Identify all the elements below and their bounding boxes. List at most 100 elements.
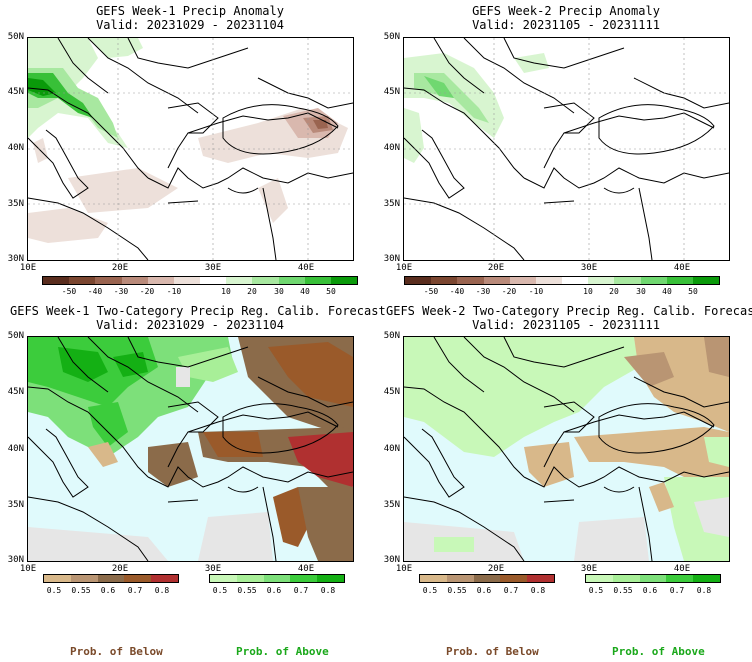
colorbar-label: 0.7	[503, 586, 519, 595]
lon-label: 10E	[19, 263, 37, 273]
lon-label: 40E	[297, 263, 315, 273]
colorbar-swatch	[457, 277, 484, 284]
colorbar-swatch	[95, 277, 122, 284]
colorbar-swatch	[210, 575, 237, 582]
panel-title: GEFS Week-1 Two-Category Precip Reg. Cal…	[10, 304, 386, 318]
prob-below-label: Prob. of Below	[446, 645, 539, 658]
lon-label: 20E	[111, 564, 129, 574]
lat-label: 45N	[7, 87, 24, 97]
lat-label: 35N	[383, 500, 400, 510]
panel-title: GEFS Week-2 Precip Anomaly	[472, 4, 660, 18]
colorbar-swatch	[151, 575, 178, 582]
panel-subtitle: Valid: 20231029 - 20231104	[96, 18, 284, 32]
colorbar-label: 0.7	[669, 586, 685, 595]
colorbar-label: 0.8	[320, 586, 336, 595]
lat-label: 40N	[7, 444, 24, 454]
prob-below-colorbar	[43, 574, 179, 583]
colorbar-swatch	[70, 575, 98, 582]
colorbar-label: 0.55	[447, 586, 467, 595]
prob-above-label: Prob. of Above	[236, 645, 329, 658]
lon-label: 40E	[297, 564, 315, 574]
colorbar-swatch	[562, 277, 589, 284]
lat-label: 50N	[383, 32, 400, 42]
colorbar-label: 50	[688, 287, 698, 296]
colorbar-label: -40	[449, 287, 465, 296]
colorbar-label: 0.55	[237, 586, 257, 595]
panel-subtitle: Valid: 20231105 - 20231111	[472, 18, 660, 32]
colorbar-label: 0.5	[212, 586, 228, 595]
lon-label: 20E	[111, 263, 129, 273]
colorbar-swatch	[420, 575, 447, 582]
colorbar-label: -30	[113, 287, 129, 296]
colorbar-swatch	[500, 575, 528, 582]
colorbar-label: 0.8	[696, 586, 712, 595]
lon-label: 30E	[580, 564, 598, 574]
probability-map	[28, 337, 353, 561]
colorbar-swatch	[640, 277, 667, 284]
prob-above-colorbar	[209, 574, 345, 583]
probability-map	[404, 337, 729, 561]
colorbar-label: 30	[274, 287, 284, 296]
lat-label: 35N	[7, 199, 24, 209]
colorbar-swatch	[586, 575, 613, 582]
colorbar-swatch	[483, 277, 510, 284]
colorbar-label: 20	[247, 287, 257, 296]
colorbar-swatch	[614, 277, 641, 284]
colorbar-swatch	[317, 575, 344, 582]
colorbar-swatch	[290, 575, 318, 582]
lat-label: 45N	[383, 87, 400, 97]
lon-label: 20E	[487, 263, 505, 273]
colorbar-label: 50	[326, 287, 336, 296]
colorbar-label: 40	[662, 287, 672, 296]
colorbar-label: -10	[528, 287, 544, 296]
map-plot	[27, 37, 354, 261]
colorbar-label: 0.5	[422, 586, 438, 595]
colorbar-swatch	[43, 277, 70, 284]
anomaly-map	[28, 38, 353, 260]
lon-label: 10E	[395, 263, 413, 273]
lon-label: 30E	[580, 263, 598, 273]
lat-label: 30N	[383, 555, 400, 565]
prob-below-label: Prob. of Below	[70, 645, 163, 658]
colorbar-swatch	[535, 277, 563, 284]
colorbar-swatch	[509, 277, 536, 284]
colorbar-swatch	[405, 277, 432, 284]
lat-label: 30N	[7, 555, 24, 565]
prob-above-label: Prob. of Above	[612, 645, 705, 658]
lat-label: 30N	[7, 254, 24, 264]
panel-title: GEFS Week-1 Precip Anomaly	[96, 4, 284, 18]
panel-title: GEFS Week-2 Two-Category Precip Reg. Cal…	[386, 304, 752, 318]
colorbar-label: -20	[501, 287, 517, 296]
lat-label: 45N	[383, 387, 400, 397]
prob-below-colorbar	[419, 574, 555, 583]
colorbar-label: 0.7	[127, 586, 143, 595]
colorbar-label: 0.55	[613, 586, 633, 595]
lon-label: 20E	[487, 564, 505, 574]
anomaly-colorbar	[42, 276, 358, 285]
lat-label: 40N	[383, 444, 400, 454]
lon-label: 10E	[395, 564, 413, 574]
colorbar-swatch	[431, 277, 458, 284]
lat-label: 50N	[383, 331, 400, 341]
colorbar-label: 0.55	[71, 586, 91, 595]
colorbar-swatch	[124, 575, 152, 582]
colorbar-label: -20	[139, 287, 155, 296]
colorbar-swatch	[666, 277, 693, 284]
colorbar-swatch	[446, 575, 474, 582]
colorbar-label: -40	[87, 287, 103, 296]
lon-label: 40E	[673, 263, 691, 273]
colorbar-swatch	[97, 575, 125, 582]
colorbar-swatch	[304, 277, 331, 284]
panel-subtitle: Valid: 20231105 - 20231111	[472, 318, 660, 332]
lat-label: 45N	[7, 387, 24, 397]
lon-label: 30E	[204, 263, 222, 273]
colorbar-swatch	[527, 575, 554, 582]
colorbar-label: 0.7	[293, 586, 309, 595]
colorbar-swatch	[330, 277, 358, 284]
colorbar-label: -50	[423, 287, 439, 296]
colorbar-swatch	[226, 277, 253, 284]
colorbar-swatch	[69, 277, 96, 284]
colorbar-label: 0.6	[476, 586, 492, 595]
colorbar-label: 0.5	[588, 586, 604, 595]
lat-label: 40N	[383, 143, 400, 153]
